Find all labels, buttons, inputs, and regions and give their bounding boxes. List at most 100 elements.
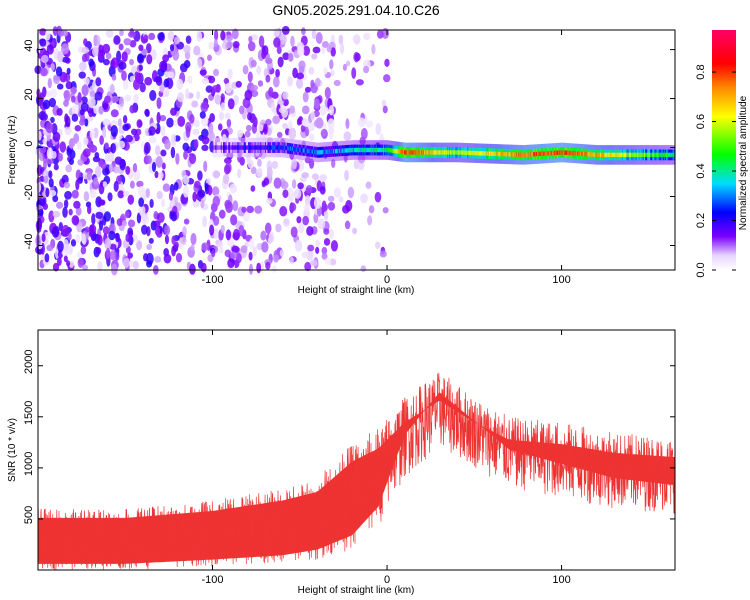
spectrogram-ridge-core [358, 147, 360, 153]
spectrogram-ridge-core [543, 151, 545, 156]
spectrogram-ridge-core [546, 151, 548, 156]
spectrogram-noise-blob [345, 118, 350, 130]
spectrogram-ridge-core [367, 147, 369, 153]
spectrogram-ridge-core [426, 150, 428, 155]
spectrogram-noise-blob [263, 123, 268, 135]
snr-line-path [37, 372, 676, 571]
spectrogram-ridge-core [266, 145, 269, 150]
spectrogram-ridge-core [493, 151, 495, 156]
spectrogram-noise-blob [94, 152, 100, 159]
spectrogram-ridge-core [435, 150, 437, 155]
spectrogram-ridge-core [456, 150, 458, 155]
spectrogram-noise-blob [250, 166, 257, 175]
spectrogram-noise-blob [105, 247, 111, 260]
spectrogram-noise-blob [202, 215, 208, 228]
spectrogram-ridge-core [641, 152, 644, 158]
spectrogram-ridge-core [213, 145, 215, 150]
spectrogram-ridge-core [263, 145, 266, 150]
spectrogram-noise-blob [282, 189, 289, 199]
spectrogram-ridge-core [616, 152, 618, 158]
spectrogram-noise-blob [43, 175, 49, 184]
spectrogram-noise-blob [304, 86, 312, 93]
spectrogram-ridge-core [470, 150, 472, 156]
spectrogram-ridge-core [598, 152, 601, 158]
spectrogram-noise-blob [162, 183, 170, 192]
spectrogram-noise-blob [277, 131, 283, 139]
spectrogram-y-label: Frequency (Hz) [7, 116, 18, 185]
spectrogram-noise-blob [163, 253, 172, 264]
spectrogram-noise-blob [110, 57, 119, 69]
spectrogram-noise-blob [108, 230, 116, 241]
spectrogram-ridge-core [451, 150, 453, 155]
spectrogram-noise-blob [220, 93, 225, 103]
spectrogram-noise-blob [158, 171, 164, 180]
spectrogram-noise-blob [232, 40, 240, 49]
spectrogram-noise-blob [368, 205, 375, 214]
spectrogram-ridge-core [542, 151, 544, 156]
spectrogram-noise-blob [77, 159, 85, 166]
spectrogram-noise-blob [279, 249, 285, 257]
spectrogram-ridge-core [607, 152, 609, 158]
spectrogram-noise-blob [97, 261, 103, 272]
spectrogram-ridge-core [253, 145, 255, 150]
spectrogram-ridge-core [487, 151, 490, 156]
spectrogram-noise-blob [36, 182, 42, 193]
spectrogram-ridge-core [596, 152, 599, 158]
spectrogram-noise-blob [98, 220, 104, 231]
spectrogram-x-tick-label: 0 [384, 274, 390, 286]
spectrogram-noise-blob [323, 228, 330, 235]
spectrogram-noise-blob [187, 75, 193, 84]
spectrogram-ridge-core [588, 152, 590, 157]
spectrogram-noise-blob [130, 128, 138, 136]
spectrogram-noise-blob [155, 127, 161, 135]
spectrogram-ridge-core [305, 148, 307, 154]
spectrogram-noise-blob [156, 97, 162, 109]
spectrogram-noise-blob [199, 111, 206, 119]
spectrogram-ridge-core [424, 150, 426, 155]
snr-frame [37, 329, 676, 571]
spectrogram-noise-blob [118, 61, 127, 70]
spectrogram-ridge-core [562, 150, 564, 155]
spectrogram-noise-blob [261, 49, 267, 60]
spectrogram-noise-blob [275, 68, 280, 78]
spectrogram-noise-blob [127, 194, 135, 205]
colorbar-tick-label: 0.8 [695, 64, 707, 79]
spectrogram-ridge-core [505, 152, 507, 157]
spectrogram-noise-blob [308, 133, 315, 141]
spectrogram-noise-blob [352, 34, 361, 44]
spectrogram-noise-blob [56, 107, 63, 116]
spectrogram-noise-blob [46, 44, 54, 55]
spectrogram-noise-blob [246, 205, 254, 214]
spectrogram-noise-blob [47, 77, 53, 89]
spectrogram-noise-blob [156, 190, 163, 200]
spectrogram-noise-blob [97, 199, 105, 206]
spectrogram-ridge-core [466, 150, 469, 156]
spectrogram-noise-blob [97, 234, 103, 246]
spectrogram-ridge-core [425, 150, 427, 155]
spectrogram-noise-blob [113, 35, 121, 45]
spectrogram-noise-blob [227, 98, 235, 110]
spectrogram-ridge-core [597, 152, 600, 158]
spectrogram-noise-blob [301, 105, 310, 115]
spectrogram-ridge-core [469, 150, 471, 156]
spectrogram-noise-blob [374, 241, 381, 249]
spectrogram-noise-blob [107, 192, 113, 202]
spectrogram-noise-blob [115, 232, 120, 243]
spectrogram-ridge-core [494, 151, 496, 157]
spectrogram-noise-blob [330, 240, 339, 252]
spectrogram-noise-blob [329, 258, 337, 266]
spectrogram-ridge-core [214, 145, 216, 150]
spectrogram-noise-blob [360, 127, 368, 140]
spectrogram-ridge-core [658, 152, 660, 158]
spectrogram-ridge-core [229, 145, 231, 150]
spectrogram-noise-blob [225, 34, 233, 42]
spectrogram-noise-blob [122, 78, 129, 90]
spectrogram-noise-blob [117, 190, 125, 199]
spectrogram-noise-blob [71, 189, 79, 199]
spectrogram-noise-blob [375, 123, 382, 136]
spectrogram-ridge-core [636, 152, 638, 158]
spectrogram-ridge-core [330, 149, 333, 154]
spectrogram-noise-blob [38, 209, 44, 216]
spectrogram-noise-blob [176, 78, 184, 90]
spectrogram-ridge-core [565, 150, 567, 155]
